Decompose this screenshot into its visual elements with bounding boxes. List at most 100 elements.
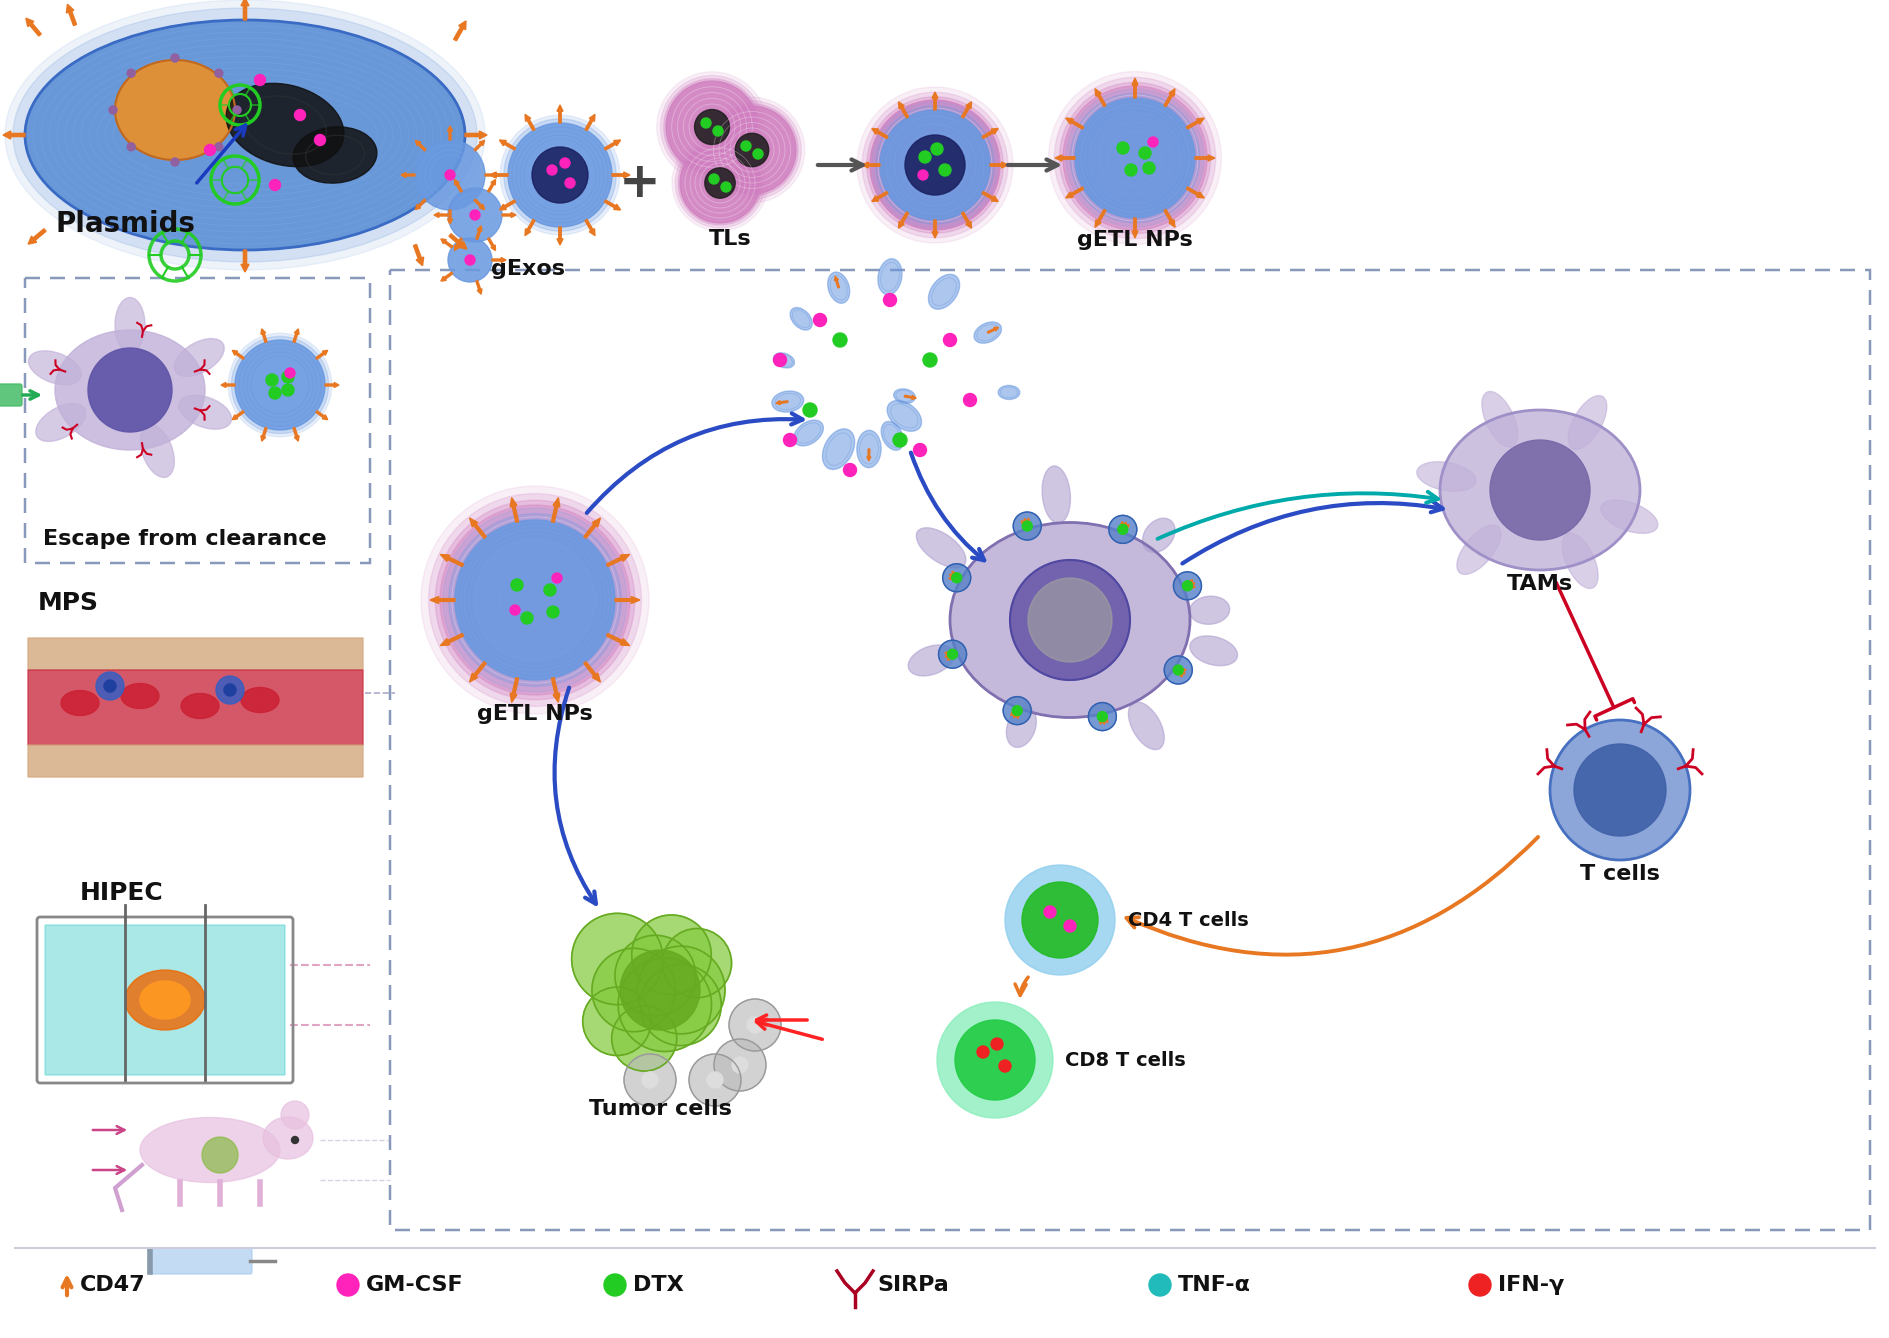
Circle shape	[1043, 906, 1056, 918]
Text: +: +	[620, 159, 661, 207]
Circle shape	[1468, 1274, 1490, 1297]
Circle shape	[270, 179, 280, 190]
Circle shape	[867, 96, 1003, 233]
FancyArrow shape	[325, 383, 338, 388]
Ellipse shape	[179, 395, 230, 429]
FancyArrow shape	[491, 257, 506, 262]
Ellipse shape	[125, 970, 204, 1030]
FancyArrow shape	[1054, 155, 1075, 161]
Circle shape	[1116, 524, 1128, 534]
FancyArrow shape	[242, 250, 249, 272]
Text: MPS: MPS	[38, 591, 98, 615]
FancyArrow shape	[468, 662, 485, 682]
Circle shape	[110, 106, 117, 114]
FancyArrow shape	[465, 131, 487, 139]
FancyArrow shape	[431, 597, 455, 603]
FancyBboxPatch shape	[0, 384, 23, 405]
Circle shape	[230, 336, 329, 434]
Ellipse shape	[771, 391, 803, 412]
FancyArrow shape	[1177, 670, 1183, 677]
Text: CD8 T cells: CD8 T cells	[1064, 1050, 1184, 1069]
FancyArrow shape	[867, 450, 871, 462]
Circle shape	[937, 1002, 1052, 1119]
FancyArrow shape	[1122, 522, 1126, 530]
FancyArrow shape	[1020, 520, 1028, 526]
FancyArrow shape	[261, 427, 266, 442]
FancyArrow shape	[586, 219, 595, 235]
Circle shape	[680, 143, 759, 223]
Circle shape	[614, 935, 695, 1016]
Circle shape	[623, 1054, 676, 1107]
FancyArrow shape	[453, 21, 467, 40]
FancyArrow shape	[1194, 155, 1215, 161]
Circle shape	[281, 371, 295, 383]
FancyArrow shape	[453, 179, 463, 193]
Circle shape	[1173, 665, 1183, 674]
Ellipse shape	[927, 274, 960, 309]
FancyArrow shape	[990, 162, 1007, 169]
FancyArrow shape	[1132, 78, 1137, 98]
Circle shape	[582, 987, 650, 1056]
Circle shape	[773, 353, 786, 367]
Ellipse shape	[1188, 597, 1230, 625]
FancyArrow shape	[1177, 669, 1186, 672]
Circle shape	[620, 950, 699, 1030]
FancyArrow shape	[448, 210, 451, 223]
Circle shape	[812, 313, 825, 326]
Circle shape	[232, 106, 242, 114]
Circle shape	[1574, 744, 1664, 836]
FancyArrow shape	[1026, 518, 1030, 526]
Ellipse shape	[822, 429, 854, 470]
Text: T cells: T cells	[1579, 864, 1659, 884]
Circle shape	[1098, 712, 1107, 721]
Circle shape	[127, 70, 136, 78]
Circle shape	[1173, 571, 1201, 599]
FancyArrow shape	[232, 351, 244, 360]
Circle shape	[281, 1101, 308, 1129]
FancyArrow shape	[606, 633, 629, 645]
Circle shape	[939, 165, 950, 177]
Circle shape	[880, 110, 990, 219]
Circle shape	[470, 210, 480, 219]
Circle shape	[202, 1137, 238, 1173]
Circle shape	[663, 79, 759, 175]
Circle shape	[1022, 882, 1098, 958]
FancyArrow shape	[604, 199, 620, 210]
Text: gETL NPs: gETL NPs	[1077, 230, 1192, 250]
Circle shape	[465, 256, 474, 265]
Circle shape	[856, 87, 1013, 244]
Ellipse shape	[1128, 702, 1164, 749]
Circle shape	[1164, 656, 1192, 684]
Circle shape	[1048, 72, 1220, 245]
Circle shape	[918, 170, 927, 181]
Circle shape	[631, 915, 710, 994]
Circle shape	[706, 1072, 723, 1088]
Circle shape	[657, 72, 767, 182]
Circle shape	[215, 676, 244, 704]
FancyArrow shape	[612, 173, 629, 178]
Ellipse shape	[140, 981, 191, 1020]
Circle shape	[842, 463, 856, 476]
Circle shape	[170, 158, 179, 166]
FancyArrow shape	[1101, 716, 1105, 724]
Circle shape	[504, 119, 616, 231]
Text: TAMs: TAMs	[1506, 574, 1572, 594]
FancyArrow shape	[448, 126, 451, 140]
FancyArrow shape	[28, 229, 45, 244]
Circle shape	[661, 929, 731, 998]
Circle shape	[1022, 520, 1031, 531]
FancyArrow shape	[1122, 524, 1130, 530]
Circle shape	[672, 135, 767, 231]
FancyArrow shape	[474, 140, 484, 151]
Circle shape	[1147, 136, 1158, 147]
Circle shape	[1062, 86, 1207, 230]
Ellipse shape	[1456, 524, 1500, 574]
FancyArrow shape	[66, 4, 76, 25]
FancyArrow shape	[776, 400, 788, 404]
Circle shape	[565, 178, 574, 189]
FancyArrow shape	[604, 140, 620, 150]
Circle shape	[510, 579, 523, 591]
FancyArrow shape	[525, 219, 535, 235]
Ellipse shape	[1417, 462, 1475, 491]
Circle shape	[943, 333, 956, 347]
